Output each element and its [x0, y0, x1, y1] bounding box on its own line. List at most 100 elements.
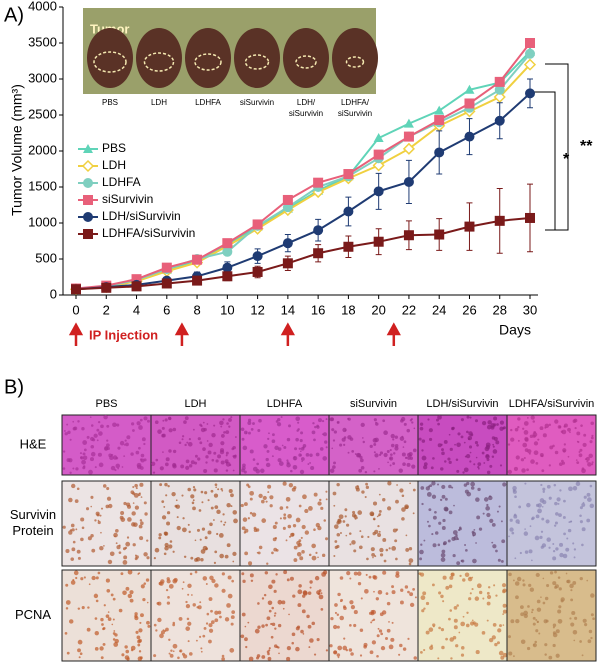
nucleus — [217, 610, 222, 615]
nucleus — [471, 619, 474, 622]
x-tick-label: 0 — [72, 302, 79, 317]
nucleus — [286, 656, 291, 661]
nucleus — [194, 461, 198, 465]
nucleus — [465, 454, 471, 459]
nucleus — [94, 466, 97, 469]
nucleus — [542, 487, 546, 491]
nucleus — [267, 484, 272, 489]
nucleus — [558, 605, 562, 609]
nucleus — [478, 590, 483, 595]
nucleus — [432, 543, 437, 548]
nucleus — [414, 596, 417, 599]
micrograph — [150, 569, 241, 662]
nucleus — [241, 437, 245, 441]
nucleus — [522, 579, 525, 582]
nucleus — [153, 654, 157, 658]
nucleus — [485, 454, 490, 459]
nucleus — [501, 539, 506, 544]
nucleus — [298, 504, 302, 508]
nucleus — [552, 623, 557, 627]
nucleus — [208, 442, 213, 448]
nucleus — [590, 421, 595, 426]
nucleus — [520, 458, 525, 462]
nucleus — [552, 643, 556, 648]
nucleus — [482, 597, 485, 600]
nucleus — [298, 447, 301, 450]
nucleus — [165, 457, 170, 462]
nucleus — [508, 651, 513, 656]
nucleus — [404, 504, 409, 510]
nucleus — [428, 508, 432, 512]
nucleus — [172, 427, 177, 432]
nucleus — [107, 559, 113, 565]
point — [525, 88, 535, 99]
nucleus — [440, 628, 445, 632]
nucleus — [382, 419, 386, 423]
point — [494, 115, 505, 126]
nucleus — [271, 622, 276, 627]
nucleus — [100, 424, 104, 429]
nucleus — [108, 503, 113, 509]
nucleus — [449, 447, 453, 451]
nucleus — [68, 458, 73, 463]
nucleus — [578, 453, 583, 458]
photo-label: siSurvivin — [338, 109, 372, 118]
nucleus — [325, 649, 329, 652]
legend-marker — [83, 195, 93, 205]
nucleus — [157, 429, 162, 434]
nucleus — [137, 643, 141, 647]
nucleus — [429, 484, 433, 488]
nucleus — [441, 645, 445, 650]
nucleus — [143, 582, 147, 585]
nucleus — [558, 513, 562, 518]
nucleus — [492, 445, 495, 448]
nucleus — [502, 603, 507, 608]
nucleus — [146, 539, 149, 542]
nucleus — [526, 416, 529, 419]
nucleus — [166, 521, 171, 526]
nucleus — [423, 465, 428, 470]
nucleus — [187, 640, 190, 643]
nucleus — [400, 588, 404, 592]
nucleus — [554, 521, 558, 525]
nucleus — [498, 650, 504, 656]
nucleus — [281, 444, 284, 447]
nucleus — [402, 462, 406, 466]
nucleus — [142, 598, 146, 602]
nucleus — [100, 507, 104, 510]
nucleus — [296, 552, 302, 557]
nucleus — [213, 561, 217, 564]
nucleus — [530, 459, 535, 464]
nucleus — [428, 428, 433, 433]
nucleus — [285, 539, 288, 542]
nucleus — [283, 445, 287, 449]
nucleus — [234, 454, 237, 457]
nucleus — [300, 536, 303, 539]
nucleus — [579, 448, 583, 452]
nucleus — [64, 432, 68, 436]
nucleus — [223, 431, 226, 434]
point — [313, 248, 324, 259]
nucleus — [410, 418, 413, 421]
point — [131, 274, 142, 285]
nucleus — [258, 418, 262, 423]
nucleus — [298, 543, 302, 547]
nucleus — [240, 634, 245, 639]
nucleus — [102, 627, 106, 630]
nucleus — [321, 571, 327, 577]
nucleus — [555, 547, 559, 551]
nucleus — [247, 621, 250, 624]
nucleus — [331, 428, 335, 432]
nucleus — [460, 435, 464, 439]
nucleus — [568, 486, 573, 492]
point — [493, 90, 506, 104]
nucleus — [130, 452, 134, 456]
nucleus — [302, 590, 308, 595]
nucleus — [544, 643, 548, 647]
nucleus — [137, 639, 141, 644]
nucleus — [293, 558, 298, 562]
column-header: siSurvivin — [350, 398, 397, 410]
nucleus — [187, 621, 192, 626]
nucleus — [591, 461, 594, 464]
nucleus — [572, 542, 575, 545]
